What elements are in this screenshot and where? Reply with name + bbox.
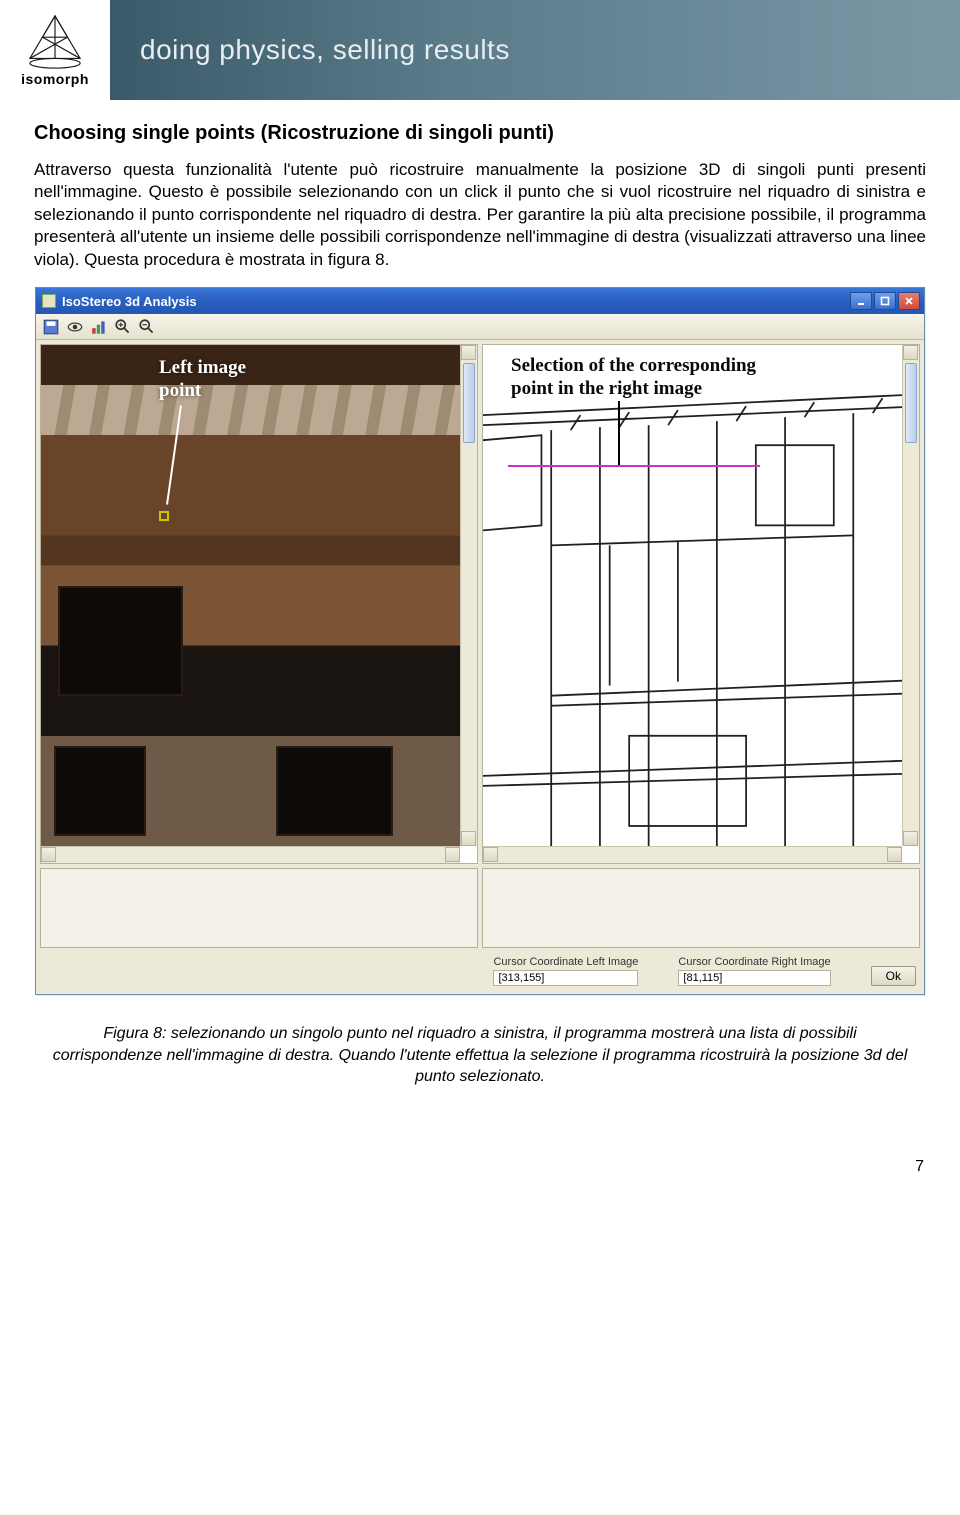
document-body: Choosing single points (Ricostruzione di…	[0, 100, 960, 1098]
right-edge-image	[483, 345, 902, 846]
ok-button[interactable]: Ok	[871, 966, 916, 986]
bottom-panel-right	[482, 868, 920, 948]
eye-icon[interactable]	[66, 318, 84, 336]
right-scrollbar-v[interactable]	[902, 345, 919, 846]
page-number: 7	[0, 1098, 960, 1188]
window-title: IsoStereo 3d Analysis	[62, 294, 850, 309]
selected-point-marker[interactable]	[159, 511, 169, 521]
window-titlebar[interactable]: IsoStereo 3d Analysis	[36, 288, 924, 314]
right-annotation: Selection of the corresponding point in …	[503, 351, 909, 405]
zoom-in-icon[interactable]	[114, 318, 132, 336]
toolbar	[36, 314, 924, 340]
close-button[interactable]	[898, 292, 920, 310]
app-icon	[42, 294, 56, 308]
right-annotation-arrow	[618, 401, 620, 465]
figure-caption: Figura 8: selezionando un singolo punto …	[52, 1023, 908, 1088]
epipolar-line	[508, 465, 759, 467]
app-window: IsoStereo 3d Analysis	[35, 287, 925, 995]
anno-right-line1: Selection of the corresponding	[511, 355, 901, 378]
logo-block: isomorph	[0, 0, 110, 100]
logo-label: isomorph	[21, 71, 89, 87]
zoom-out-icon[interactable]	[138, 318, 156, 336]
bottom-panel-left	[40, 868, 478, 948]
right-coord-label: Cursor Coordinate Right Image	[678, 956, 830, 968]
minimize-button[interactable]	[850, 292, 872, 310]
body-paragraph: Attraverso questa funzionalità l'utente …	[34, 159, 926, 271]
left-scrollbar-h[interactable]	[41, 846, 460, 863]
right-coord-value: [81,115]	[678, 970, 830, 986]
left-coord-value: [313,155]	[493, 970, 638, 986]
right-image-panel[interactable]: Selection of the corresponding point in …	[482, 344, 920, 864]
left-image-panel[interactable]: Left image point	[40, 344, 478, 864]
right-coord-block: Cursor Coordinate Right Image [81,115]	[678, 956, 830, 986]
anno-left-line1: Left image	[159, 357, 246, 380]
left-annotation: Left image point	[151, 353, 254, 407]
tagline-bar: doing physics, selling results	[110, 0, 960, 100]
bottom-strip	[36, 868, 924, 952]
anno-left-line2: point	[159, 380, 246, 403]
left-coord-block: Cursor Coordinate Left Image [313,155]	[493, 956, 638, 986]
page-header: isomorph doing physics, selling results	[0, 0, 960, 100]
right-scrollbar-h[interactable]	[483, 846, 902, 863]
save-icon[interactable]	[42, 318, 60, 336]
left-scrollbar-v[interactable]	[460, 345, 477, 846]
status-bar: Cursor Coordinate Left Image [313,155] C…	[36, 952, 924, 994]
maximize-button[interactable]	[874, 292, 896, 310]
isomorph-logo-icon	[26, 13, 84, 71]
left-coord-label: Cursor Coordinate Left Image	[493, 956, 638, 968]
tagline-text: doing physics, selling results	[140, 34, 510, 66]
chart-icon[interactable]	[90, 318, 108, 336]
anno-right-line2: point in the right image	[511, 378, 901, 401]
section-title: Choosing single points (Ricostruzione di…	[34, 122, 926, 145]
stereo-panels: Left image point	[36, 340, 924, 868]
left-render-image	[41, 345, 460, 846]
